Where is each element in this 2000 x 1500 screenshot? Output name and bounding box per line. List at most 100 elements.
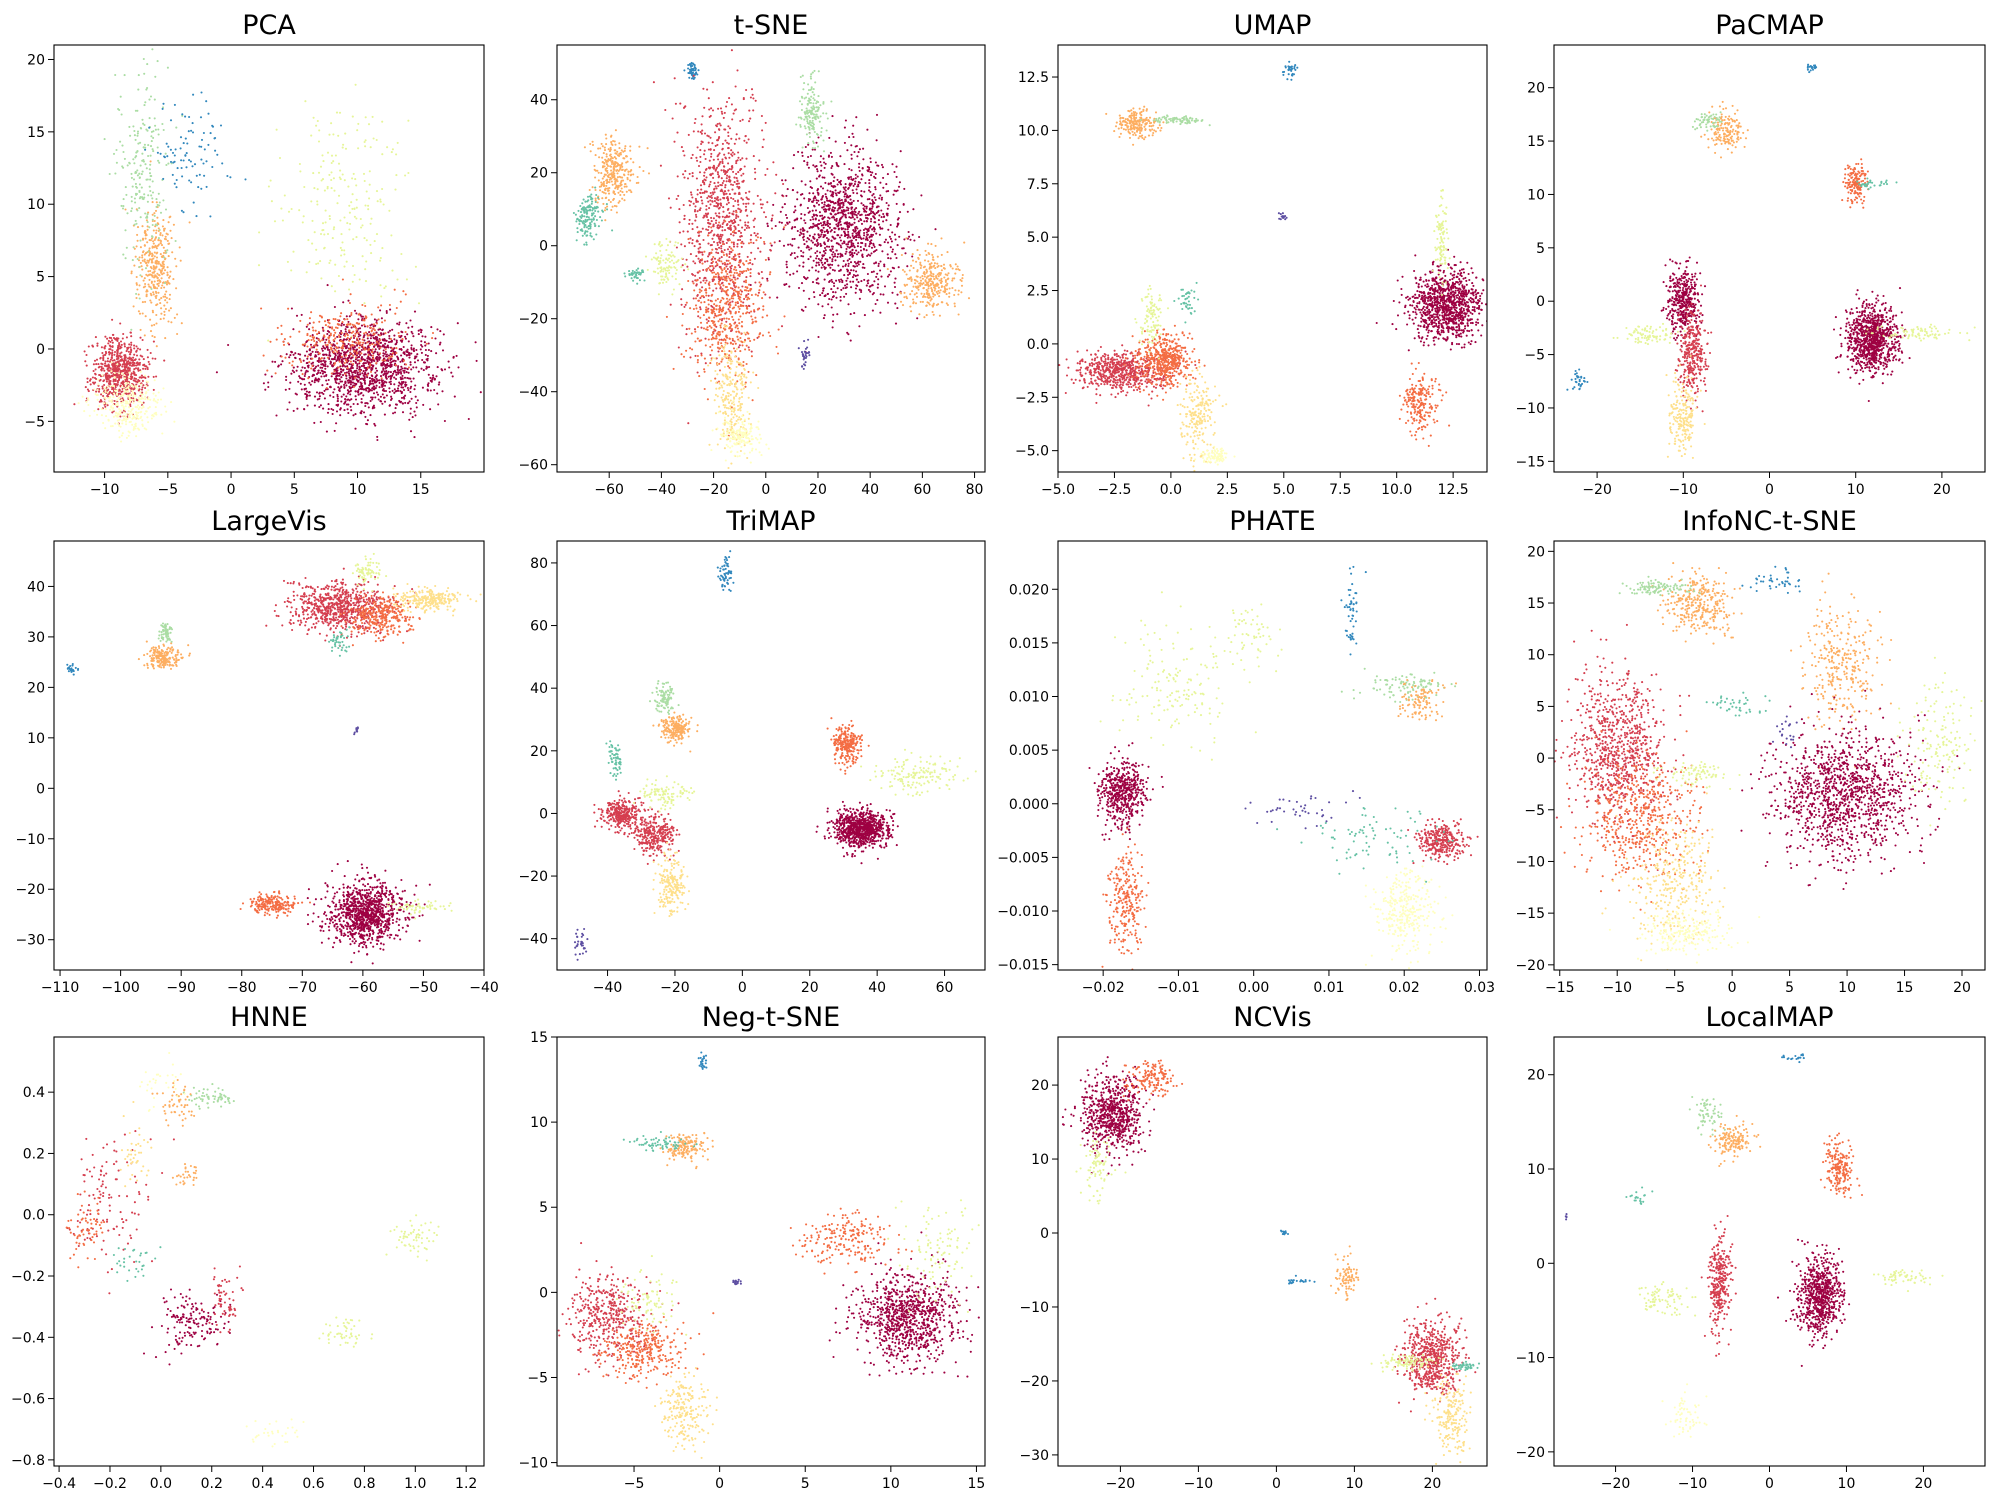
point — [148, 278, 151, 281]
point — [733, 142, 736, 145]
point — [730, 153, 733, 156]
point — [335, 410, 339, 413]
cluster-0 — [683, 61, 700, 81]
point — [164, 405, 167, 408]
point — [737, 151, 740, 154]
point — [716, 173, 720, 176]
point — [349, 360, 352, 363]
point — [385, 353, 388, 356]
point — [394, 407, 397, 410]
point — [720, 169, 723, 172]
point — [338, 389, 341, 392]
point — [607, 199, 610, 202]
point — [752, 241, 755, 245]
point — [364, 342, 367, 345]
point — [330, 161, 333, 165]
point — [131, 375, 134, 378]
point — [106, 385, 109, 388]
point — [717, 185, 720, 188]
point — [720, 319, 723, 322]
point — [144, 386, 147, 390]
point — [382, 396, 386, 399]
point — [575, 239, 578, 242]
point — [594, 215, 597, 218]
point — [136, 134, 139, 137]
point — [748, 120, 751, 123]
point — [307, 339, 310, 342]
point — [155, 375, 158, 378]
point — [420, 367, 423, 370]
point — [318, 314, 322, 317]
point — [735, 138, 738, 141]
point — [678, 208, 681, 211]
point — [341, 278, 344, 281]
axes-frame — [53, 44, 485, 473]
point — [381, 187, 384, 191]
point — [697, 257, 700, 260]
point — [328, 322, 331, 325]
point — [443, 419, 446, 423]
point — [395, 373, 398, 376]
point — [398, 348, 401, 351]
point — [712, 225, 715, 228]
point — [594, 200, 597, 204]
point — [141, 338, 144, 342]
point — [342, 364, 345, 367]
point — [144, 282, 147, 286]
point — [143, 244, 146, 247]
point — [358, 362, 361, 365]
point — [589, 225, 592, 228]
point — [141, 196, 144, 199]
point — [149, 160, 152, 163]
point — [122, 394, 125, 397]
point — [262, 382, 265, 385]
point — [360, 324, 364, 327]
point — [689, 191, 693, 194]
point — [280, 355, 283, 358]
point — [753, 232, 756, 235]
point — [290, 372, 293, 375]
point — [717, 275, 720, 278]
point — [118, 372, 121, 375]
point — [339, 178, 342, 181]
point — [315, 391, 319, 394]
point — [103, 138, 106, 141]
point — [431, 337, 434, 340]
point — [605, 203, 608, 206]
point — [116, 379, 119, 383]
y-tick-label: 5 — [36, 270, 45, 286]
point — [346, 334, 349, 337]
point — [370, 330, 373, 333]
point — [109, 358, 112, 361]
point — [731, 151, 734, 154]
point — [386, 359, 389, 362]
point — [729, 269, 732, 272]
point — [348, 211, 351, 214]
point — [362, 394, 365, 397]
point — [221, 162, 224, 165]
point — [377, 342, 380, 345]
point — [725, 105, 728, 108]
point — [355, 206, 358, 209]
point — [149, 95, 153, 98]
point — [140, 186, 143, 189]
point — [727, 147, 730, 150]
point — [583, 243, 586, 246]
point — [336, 352, 339, 355]
point — [273, 220, 277, 223]
point — [373, 318, 376, 321]
point — [121, 401, 124, 404]
point — [404, 401, 407, 404]
point — [136, 233, 139, 236]
point — [134, 182, 137, 185]
point — [711, 191, 714, 194]
point — [766, 201, 769, 204]
point — [152, 291, 155, 294]
point — [408, 418, 411, 421]
point — [687, 67, 690, 70]
point — [391, 352, 394, 355]
point — [352, 371, 355, 374]
point — [610, 162, 614, 166]
point — [101, 385, 104, 388]
point — [110, 401, 113, 404]
